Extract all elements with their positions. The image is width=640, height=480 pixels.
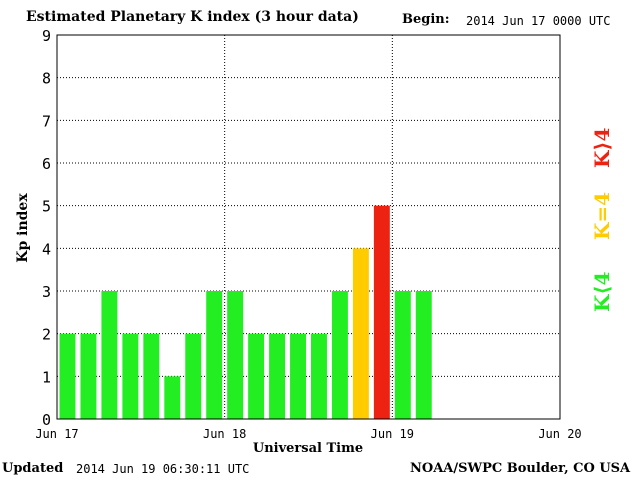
kp-bar <box>352 248 369 419</box>
begin-label: Begin: <box>402 12 450 27</box>
y-tick-label: 4 <box>42 240 51 258</box>
kp-bar <box>311 333 327 419</box>
legend-equal-4: K=4 <box>590 191 614 240</box>
kp-bar <box>164 376 181 419</box>
kp-bar <box>290 333 306 419</box>
kp-bar <box>143 333 160 419</box>
x-tick-label: Jun 17 <box>35 427 78 441</box>
grid-lines <box>57 35 560 419</box>
credit-text: NOAA/SWPC Boulder, CO USA <box>410 461 631 476</box>
kp-bar <box>227 291 244 419</box>
updated-label: Updated <box>2 461 64 476</box>
kp-bar <box>248 333 265 419</box>
kp-bar <box>206 291 223 419</box>
y-tick-label: 0 <box>42 411 51 429</box>
x-tick-label: Jun 19 <box>371 427 414 441</box>
kp-bar <box>59 333 76 419</box>
y-tick-label: 3 <box>42 283 51 301</box>
x-tick-labels: Jun 17 Jun 18 Jun 19 Jun 20 <box>35 427 581 441</box>
kp-bar <box>415 291 432 419</box>
y-tick-label: 9 <box>42 27 51 45</box>
y-tick-labels: 0 1 2 3 4 5 6 7 8 9 <box>42 27 51 429</box>
y-tick-label: 2 <box>42 326 51 344</box>
y-tick-label: 8 <box>42 70 51 88</box>
y-tick-label: 6 <box>42 155 51 173</box>
x-tick-label: Jun 20 <box>538 427 581 441</box>
x-axis-label: Universal Time <box>253 441 363 456</box>
y-axis-label: Kp index <box>15 193 31 263</box>
updated-value: 2014 Jun 19 06:30:11 UTC <box>76 462 250 476</box>
kp-bar <box>101 291 118 419</box>
kp-bar <box>185 333 202 419</box>
legend-above-4: K⟩4 <box>590 127 614 168</box>
plot-frame <box>56 34 561 420</box>
begin-value: 2014 Jun 17 0000 UTC <box>466 14 611 28</box>
kp-bar <box>80 333 97 419</box>
chart-title: Estimated Planetary K index (3 hour data… <box>26 9 359 25</box>
kp-bar <box>394 291 411 419</box>
kp-bar <box>331 291 348 419</box>
y-tick-label: 5 <box>42 198 51 216</box>
kp-bar <box>122 333 139 419</box>
y-tick-label: 1 <box>42 368 51 386</box>
kp-bar <box>269 333 286 419</box>
legend-below-4: K⟨4 <box>590 271 614 312</box>
x-tick-label: Jun 18 <box>203 427 246 441</box>
y-tick-label: 7 <box>42 112 51 130</box>
kp-bar <box>373 205 390 419</box>
bars <box>59 205 432 419</box>
